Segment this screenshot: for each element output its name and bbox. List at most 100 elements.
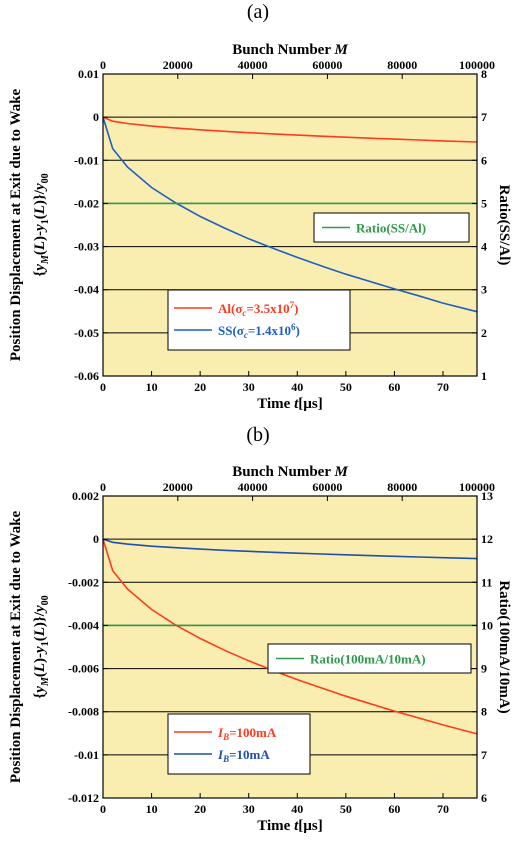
right-tick-label: 1 <box>481 369 487 383</box>
series-legend-box <box>167 289 351 351</box>
y-label-part: M <box>40 254 51 265</box>
right-tick-label: 11 <box>481 575 492 589</box>
right-tick-label: 12 <box>481 532 493 546</box>
y-label-part: 00 <box>40 173 51 183</box>
bottom-tick-label: 50 <box>340 380 352 394</box>
legend-label-part: 7 <box>290 300 295 310</box>
bottom-tick-label: 30 <box>243 802 255 816</box>
y-label-part: L <box>32 205 48 215</box>
left-tick-label: -0.004 <box>68 618 99 632</box>
top-tick-label: 20000 <box>163 480 193 494</box>
y-label-part: 1 <box>40 219 51 224</box>
series-legend-box <box>167 713 311 775</box>
right-tick-label: 8 <box>481 705 487 719</box>
bottom-tick-label: 60 <box>388 802 400 816</box>
left-tick-label: 0.01 <box>78 67 99 81</box>
legend-label-part: =100mA <box>229 725 277 740</box>
plot-frame <box>102 73 478 377</box>
top-tick-label: 100000 <box>459 480 495 494</box>
y-label-part: ( <box>32 214 48 219</box>
legend-label: Al(σc=3.5x107) <box>218 300 298 318</box>
chart-panel-2: (b)0.0020-0.002-0.004-0.006-0.008-0.01-0… <box>8 424 512 834</box>
left-tick-label: -0.04 <box>74 283 99 297</box>
legend-label: IB=10mA <box>217 747 270 764</box>
legend-label-part: c <box>244 330 248 340</box>
top-tick-label: 80000 <box>387 480 417 494</box>
y-label-part: )- <box>32 231 48 241</box>
bottom-tick-label: 70 <box>437 380 449 394</box>
chart-panel-1: (a)0.010-0.01-0.02-0.03-0.04-0.05-0.0687… <box>8 1 512 412</box>
y-label-part: ( <box>32 636 48 641</box>
top-tick-label: 60000 <box>312 58 342 72</box>
bottom-tick-label: 10 <box>146 802 158 816</box>
right-axis-label: Ratio(SS/Al) <box>496 185 512 266</box>
legend-label-part: ) <box>296 323 300 338</box>
right-tick-label: 8 <box>481 67 487 81</box>
bottom-tick-label: 70 <box>437 802 449 816</box>
y-axis-label-line1: Position Displacement at Exit due to Wak… <box>8 89 24 362</box>
legend-label: SS(σc=1.4x106) <box>218 322 300 340</box>
legend-label-part: =1.4x10 <box>248 323 291 338</box>
bottom-tick-label: 20 <box>194 380 206 394</box>
top-tick-label: 80000 <box>387 58 417 72</box>
y-label-part: { <box>32 693 48 699</box>
bottom-tick-label: 0 <box>100 802 106 816</box>
legend-label-part: c <box>242 308 246 318</box>
left-tick-label: -0.01 <box>74 748 99 762</box>
legend-label-part: 6 <box>291 322 296 332</box>
bottom-tick-label: 30 <box>243 380 255 394</box>
y-axis-label-line2: {yM(L)-y1(L)}/y00 <box>32 595 51 698</box>
legend-label-part: B <box>222 732 229 742</box>
ratio-legend-label: Ratio(SS/Al) <box>356 221 426 236</box>
top-tick-label: 60000 <box>312 480 342 494</box>
y-label-part: y <box>32 183 48 192</box>
right-tick-label: 7 <box>481 748 487 762</box>
x-axis-label-part: [µs] <box>298 818 322 834</box>
right-tick-label: 13 <box>481 489 493 503</box>
ratio-legend-box <box>267 643 472 674</box>
y-label-part: )}/ <box>32 611 48 627</box>
left-tick-label: -0.008 <box>68 705 99 719</box>
ratio-legend: Ratio(100mA/10mA) <box>267 643 472 674</box>
x-axis-label-part: t <box>294 818 299 834</box>
legend-label-part: B <box>222 754 229 764</box>
left-tick-label: -0.03 <box>74 240 99 254</box>
x-axis-label-part: Time <box>257 818 294 834</box>
y-label-part: L <box>32 663 48 673</box>
right-tick-label: 3 <box>481 283 487 297</box>
ratio-legend-label: Ratio(100mA/10mA) <box>310 652 426 667</box>
left-tick-label: -0.006 <box>68 662 99 676</box>
y-label-part: y <box>32 605 48 614</box>
right-axis-label: Ratio(100mA/10mA) <box>496 580 512 713</box>
bottom-tick-label: 20 <box>194 802 206 816</box>
y-label-part: { <box>32 271 48 277</box>
top-tick-label: 40000 <box>238 58 268 72</box>
top-axis-label-part: Bunch Number <box>232 42 334 58</box>
top-axis-label-part: M <box>333 42 348 58</box>
y-label-part: y <box>32 224 48 233</box>
top-tick-label: 100000 <box>459 58 495 72</box>
right-tick-label: 7 <box>481 110 487 124</box>
series-line-2 <box>102 538 478 560</box>
legend-label-part: I <box>217 747 224 762</box>
left-tick-label: -0.05 <box>74 326 99 340</box>
left-tick-label: -0.01 <box>74 153 99 167</box>
left-tick-label: 0.002 <box>72 489 99 503</box>
legend-label-part: ) <box>294 301 298 316</box>
y-label-part: y <box>32 646 48 655</box>
x-axis-label-part: [µs] <box>298 396 322 412</box>
y-label-part: y <box>32 686 48 695</box>
right-tick-label: 2 <box>481 326 487 340</box>
left-tick-label: -0.012 <box>68 791 99 805</box>
x-axis-label-part: t <box>294 396 299 412</box>
legend-label: IB=100mA <box>217 725 277 742</box>
y-label-part: 1 <box>40 641 51 646</box>
y-axis-label-line1: Position Displacement at Exit due to Wak… <box>8 511 24 784</box>
legend-label-part: =3.5x10 <box>246 301 289 316</box>
legend-label-part: I <box>217 725 224 740</box>
bottom-tick-label: 60 <box>388 380 400 394</box>
y-label-part: ( <box>32 250 48 255</box>
legend-label-part: SS(σ <box>218 323 244 338</box>
bottom-tick-label: 50 <box>340 802 352 816</box>
legend-label-part: Al(σ <box>218 301 242 316</box>
